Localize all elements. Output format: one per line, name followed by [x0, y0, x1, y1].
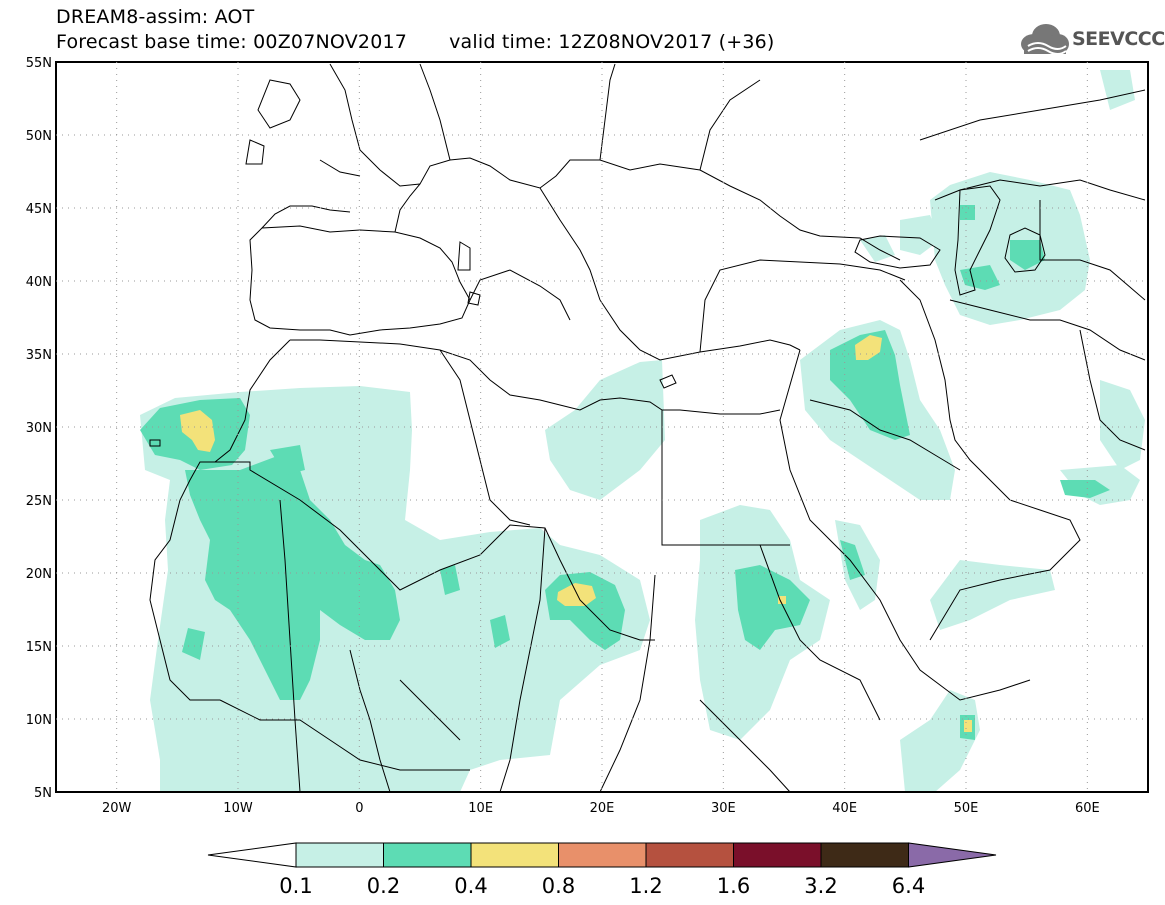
lon-label: 60E: [1075, 801, 1100, 816]
lon-label: 20E: [590, 801, 615, 816]
lon-label: 50E: [954, 801, 979, 816]
colorbar-label: 1.6: [717, 874, 750, 898]
colorbar-label: 0.8: [542, 874, 575, 898]
lon-label: 20W: [102, 801, 132, 816]
aot-level3-fields: [180, 335, 972, 732]
colorbar-swatch: [645, 842, 734, 868]
colorbar-swatch: [558, 842, 647, 868]
lon-label: 10E: [468, 801, 493, 816]
colorbar-swatch: [470, 842, 559, 868]
colorbar-swatch: [733, 842, 822, 868]
lat-label: 10N: [26, 713, 52, 728]
lat-label: 50N: [26, 129, 52, 144]
colorbar-label: 0.2: [367, 874, 400, 898]
colorbar-swatch: [383, 842, 472, 868]
colorbar-swatch: [820, 842, 909, 868]
colorbar-under-triangle: [207, 842, 297, 868]
lat-label: 5N: [34, 786, 52, 801]
colorbar-label: 6.4: [892, 874, 925, 898]
lat-label: 40N: [26, 275, 52, 290]
lat-label: 45N: [26, 202, 52, 217]
logo-text: SEEVCCC: [1072, 28, 1165, 50]
water-bodies: [854, 185, 1046, 296]
longitude-labels: 20W 10W 0 10E 20E 30E 40E 50E 60E: [102, 801, 1100, 816]
grid-lines: [56, 62, 1148, 792]
colorbar-label: 1.2: [629, 874, 662, 898]
colorbar-label: 3.2: [804, 874, 837, 898]
colorbar-label: 0.1: [279, 874, 312, 898]
aot-level2-fields: [140, 205, 1110, 740]
lat-label: 55N: [26, 56, 52, 71]
map-title: DREAM8-assim: AOT: [56, 6, 255, 28]
valid-time: valid time: 12Z08NOV2017 (+36): [449, 31, 775, 53]
colorbar-label: 0.4: [454, 874, 487, 898]
lon-label: 30E: [711, 801, 736, 816]
cloud-icon: [1021, 24, 1069, 55]
latitude-labels: 55N 50N 45N 40N 35N 30N 25N 20N 15N 10N 5N: [26, 56, 52, 801]
colorbar-over-triangle: [908, 842, 997, 868]
seevccc-logo: SEEVCCC: [1018, 22, 1165, 58]
lat-label: 30N: [26, 421, 52, 436]
lon-label: 0: [355, 801, 363, 816]
base-time: Forecast base time: 00Z07NOV2017: [56, 31, 408, 53]
lat-label: 15N: [26, 640, 52, 655]
lat-label: 35N: [26, 348, 52, 363]
lat-label: 20N: [26, 567, 52, 582]
colorbar: 0.1 0.2 0.4 0.8 1.2 1.6 3.2 6.4: [207, 842, 997, 898]
colorbar-swatch: [295, 842, 384, 868]
lon-label: 40E: [832, 801, 857, 816]
lat-label: 25N: [26, 494, 52, 509]
map-subtitle: Forecast base time: 00Z07NOV2017 valid ti…: [56, 31, 775, 53]
lon-label: 10W: [223, 801, 253, 816]
country-borders: [149, 63, 1146, 793]
